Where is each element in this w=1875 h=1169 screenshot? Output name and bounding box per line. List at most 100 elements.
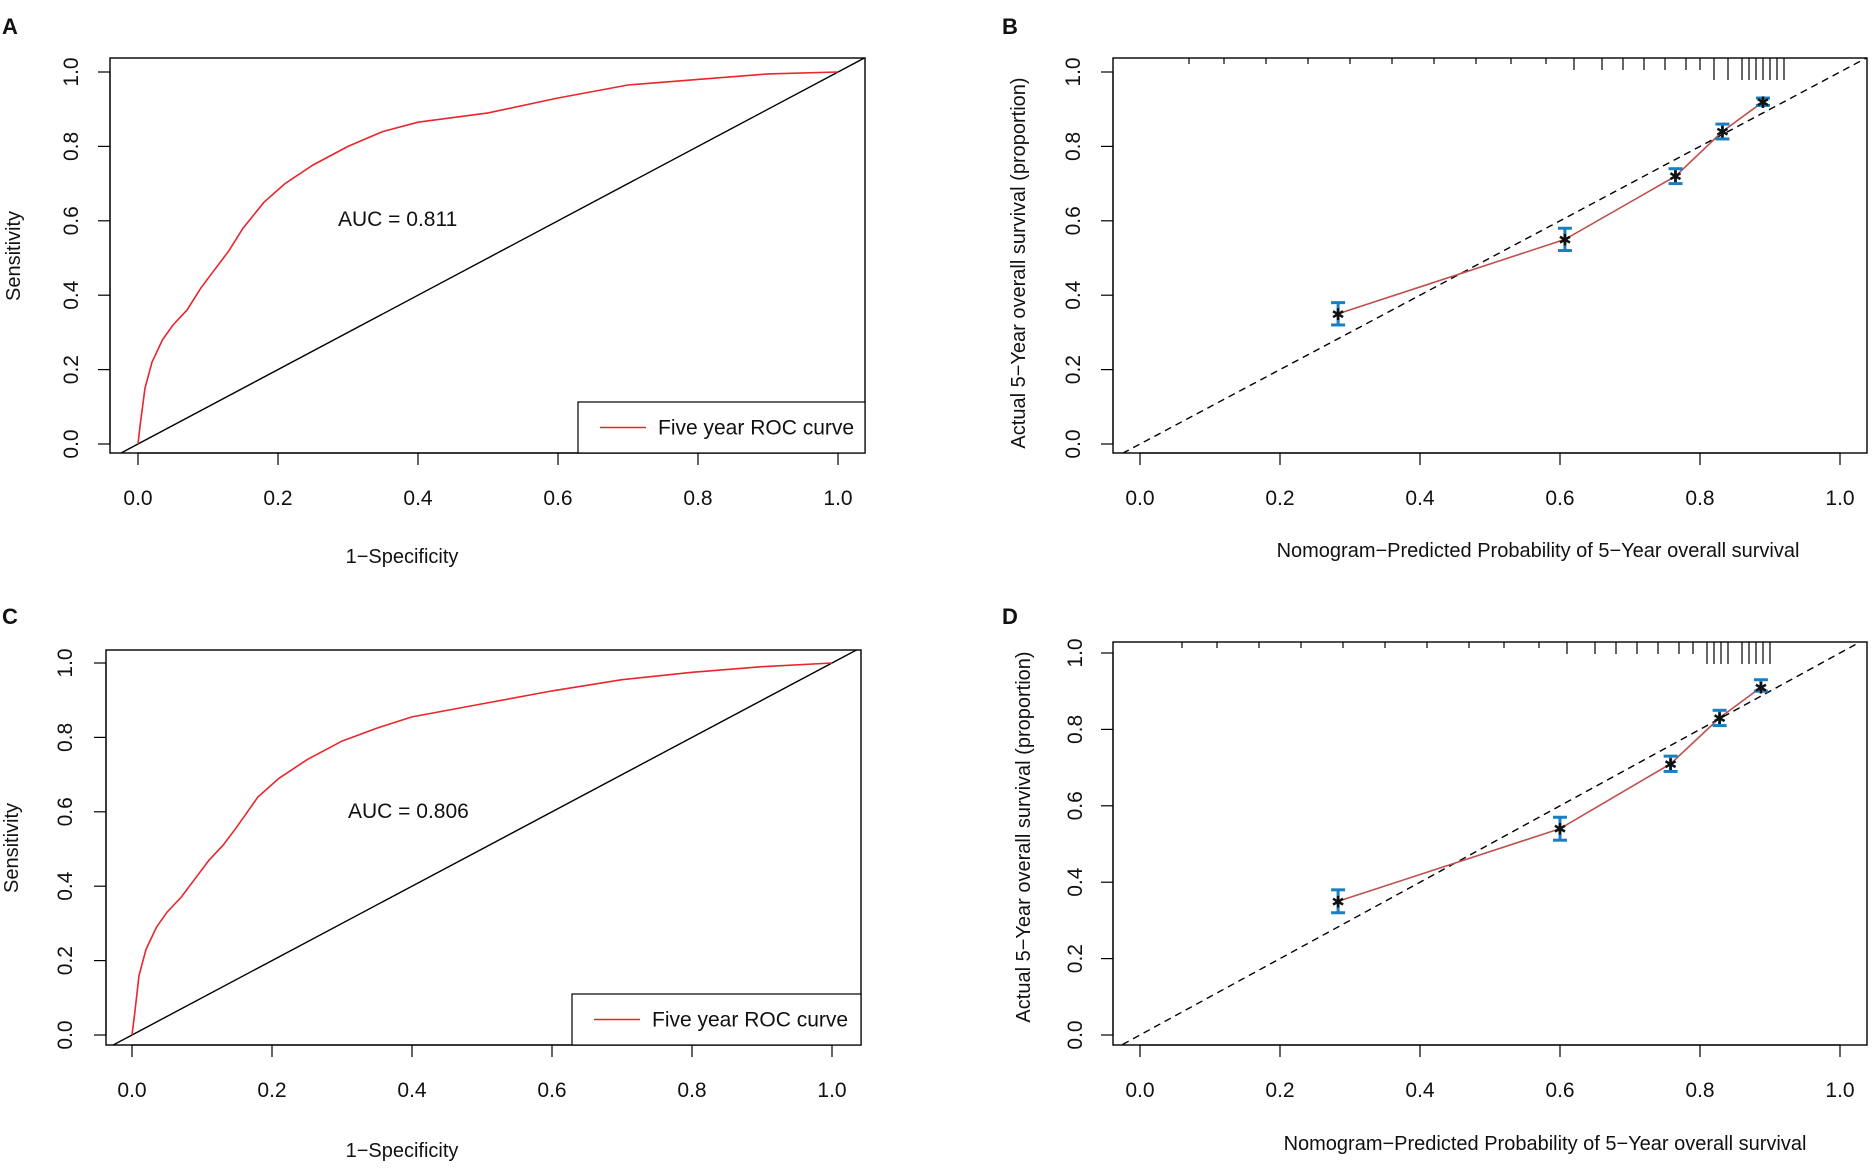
error-bar bbox=[1557, 226, 1572, 253]
legend-label: Five year ROC curve bbox=[652, 1009, 848, 1032]
legend-label: Five year ROC curve bbox=[658, 417, 854, 440]
y-tick-label: 0.4 bbox=[1064, 867, 1087, 897]
x-tick-label: 0.2 bbox=[1265, 1079, 1294, 1102]
x-tick-label: 0.6 bbox=[537, 1079, 566, 1102]
x-tick-label: 0.4 bbox=[1405, 487, 1435, 510]
x-tick-label: 0.6 bbox=[1545, 1079, 1574, 1102]
y-tick-label: 0.0 bbox=[1064, 1020, 1087, 1049]
error-bar bbox=[1331, 888, 1346, 915]
y-tick-label: 0.2 bbox=[54, 946, 77, 975]
reference-diagonal bbox=[111, 650, 858, 1045]
y-tick-label: 0.6 bbox=[1064, 791, 1087, 820]
x-tick-label: 0.6 bbox=[543, 487, 572, 510]
panel-b: B 0.0 0.2 0.4 0.6 0.8 1.0 0.0 0.2 0.4 0.6 0.8 1.0 Nom… bbox=[1002, 14, 1868, 562]
x-axis-label: 1−Specificity bbox=[346, 546, 459, 568]
panel-d: D 0.0 0.2 0.4 0.6 0.8 1.0 0.0 0.2 0.4 0.6 0.8 1.0 Nom… bbox=[1002, 604, 1868, 1155]
calibration-point: ✱ bbox=[1664, 757, 1677, 774]
x-tick-label: 0.0 bbox=[1125, 1079, 1154, 1102]
y-tick-label: 1.0 bbox=[1062, 57, 1085, 86]
panel-a: A 0.0 0.2 0.4 0.6 0.8 1.0 0.0 0.2 0.4 0.6 0.8 1.0 1−S… bbox=[2, 14, 866, 568]
x-tick-label: 0.2 bbox=[263, 487, 292, 510]
panel-label: C bbox=[2, 604, 18, 629]
calibration-point: ✱ bbox=[1558, 232, 1571, 249]
x-tick-label: 0.6 bbox=[1545, 487, 1574, 510]
error-bar bbox=[1756, 96, 1770, 107]
plot-area: ✱ ✱ ✱ ✱ ✱ bbox=[1121, 58, 1867, 453]
x-tick-label: 0.2 bbox=[257, 1079, 286, 1102]
x-tick-label: 0.0 bbox=[1125, 487, 1154, 510]
x-tick-label: 1.0 bbox=[1825, 1079, 1854, 1102]
calibration-point: ✱ bbox=[1331, 307, 1344, 324]
x-tick-label: 1.0 bbox=[1825, 487, 1854, 510]
panel-label: B bbox=[1002, 14, 1018, 39]
roc-curve bbox=[131, 662, 833, 1036]
y-axis-label: Actual 5−Year overall survival (proporti… bbox=[1008, 77, 1030, 448]
x-tick-label: 0.8 bbox=[1685, 487, 1714, 510]
rug bbox=[1181, 642, 1771, 664]
y-tick-label: 0.2 bbox=[60, 355, 83, 384]
calibration-line bbox=[1337, 686, 1762, 903]
calibration-point: ✱ bbox=[1669, 169, 1682, 186]
x-tick-label: 0.0 bbox=[123, 487, 152, 510]
y-tick-label: 1.0 bbox=[1064, 638, 1087, 667]
y-tick-label: 0.4 bbox=[60, 280, 83, 310]
y-tick-label: 0.0 bbox=[60, 429, 83, 458]
error-bar bbox=[1715, 122, 1730, 141]
y-tick-label: 0.4 bbox=[1062, 280, 1085, 310]
plot-area bbox=[111, 650, 858, 1045]
roc-curve bbox=[137, 71, 839, 445]
y-tick-label: 1.0 bbox=[60, 57, 83, 86]
x-tick-label: 0.4 bbox=[1405, 1079, 1435, 1102]
error-bar bbox=[1553, 815, 1567, 842]
calibration-point: ✱ bbox=[1553, 822, 1566, 839]
y-tick-label: 0.6 bbox=[60, 206, 83, 235]
reference-diagonal bbox=[119, 58, 865, 453]
y-tick-label: 0.8 bbox=[54, 723, 77, 752]
calibration-point: ✱ bbox=[1331, 894, 1344, 911]
auc-annotation: AUC = 0.806 bbox=[348, 800, 469, 823]
x-tick-label: 1.0 bbox=[823, 487, 852, 510]
auc-annotation: AUC = 0.811 bbox=[338, 208, 457, 231]
y-tick-label: 0.0 bbox=[1062, 429, 1085, 458]
ideal-diagonal bbox=[1120, 642, 1862, 1045]
error-bar bbox=[1753, 678, 1768, 693]
y-axis-label: Sensitivity bbox=[1, 803, 23, 893]
error-bar bbox=[1668, 167, 1683, 186]
x-axis-label: Nomogram−Predicted Probability of 5−Year… bbox=[1277, 540, 1800, 562]
calibration-point: ✱ bbox=[1713, 711, 1726, 728]
calibration-point: ✱ bbox=[1754, 680, 1767, 697]
y-axis-label: Actual 5−Year overall survival (proporti… bbox=[1013, 651, 1035, 1022]
x-axis-label: Nomogram−Predicted Probability of 5−Year… bbox=[1284, 1133, 1807, 1155]
y-tick-label: 0.6 bbox=[1062, 206, 1085, 235]
plot-frame bbox=[1112, 57, 1868, 454]
x-tick-label: 1.0 bbox=[817, 1079, 846, 1102]
error-bar bbox=[1663, 754, 1678, 773]
y-axis-label: Sensitivity bbox=[3, 211, 25, 301]
x-tick-label: 0.4 bbox=[397, 1079, 427, 1102]
ideal-diagonal bbox=[1121, 58, 1867, 453]
x-tick-label: 0.4 bbox=[403, 487, 433, 510]
x-tick-label: 0.8 bbox=[1685, 1079, 1714, 1102]
panel-label: D bbox=[1002, 604, 1018, 629]
y-tick-label: 0.4 bbox=[54, 871, 77, 901]
y-tick-label: 0.8 bbox=[1062, 132, 1085, 161]
error-bar bbox=[1712, 708, 1727, 728]
calibration-point: ✱ bbox=[1756, 95, 1769, 112]
calibration-point: ✱ bbox=[1716, 125, 1729, 142]
x-tick-label: 0.2 bbox=[1265, 487, 1294, 510]
x-tick-label: 0.8 bbox=[683, 487, 712, 510]
panel-c: C 0.0 0.2 0.4 0.6 0.8 1.0 0.0 0.2 0.4 0.6 0.8 1.0 1−S… bbox=[1, 604, 862, 1162]
y-tick-label: 0.2 bbox=[1064, 944, 1087, 973]
x-tick-label: 0.8 bbox=[677, 1079, 706, 1102]
plot-area bbox=[119, 58, 865, 453]
rug bbox=[1188, 58, 1785, 80]
y-tick-label: 0.6 bbox=[54, 797, 77, 826]
plot-frame bbox=[1112, 641, 1868, 1046]
plot-area: ✱ ✱ ✱ ✱ ✱ bbox=[1120, 642, 1862, 1045]
y-tick-label: 0.2 bbox=[1062, 355, 1085, 384]
y-tick-label: 1.0 bbox=[54, 648, 77, 677]
error-bar bbox=[1331, 301, 1346, 327]
y-tick-label: 0.0 bbox=[54, 1020, 77, 1049]
panel-label: A bbox=[2, 14, 18, 39]
